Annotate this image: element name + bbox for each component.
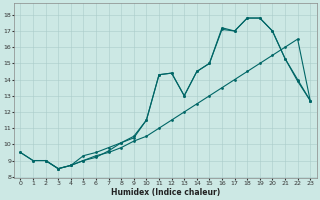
X-axis label: Humidex (Indice chaleur): Humidex (Indice chaleur) <box>111 188 220 197</box>
